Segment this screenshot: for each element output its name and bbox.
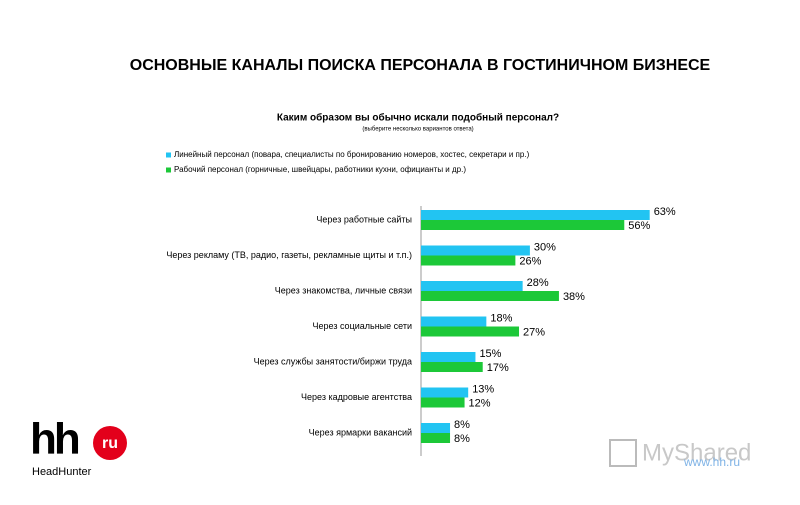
chart-subtitle: (выберите несколько вариантов ответа) [362, 127, 473, 133]
page-title: ОСНОВНЫЕ КАНАЛЫ ПОИСКА ПЕРСОНАЛА В ГОСТИ… [130, 57, 711, 74]
bar [421, 245, 530, 256]
category-label: Через кадровые агентства [301, 392, 412, 402]
value-label: 63% [654, 206, 676, 218]
value-label: 28% [527, 277, 549, 289]
legend-label: Рабочий персонал (горничные, швейцары, р… [174, 165, 466, 174]
value-label: 12% [469, 397, 491, 409]
bar [421, 326, 520, 337]
value-label: 18% [490, 312, 512, 324]
bar [421, 352, 476, 362]
bar [421, 423, 451, 433]
value-label: 8% [454, 433, 470, 445]
logo-ru: ru [102, 435, 118, 452]
category-label: Через работные сайты [316, 214, 412, 224]
category-label: Через знакомства, личные связи [275, 285, 412, 295]
value-label: 15% [479, 348, 501, 360]
value-label: 30% [534, 241, 556, 253]
category-label: Через рекламу (ТВ, радио, газеты, реклам… [166, 250, 412, 260]
logo-name: HeadHunter [32, 466, 92, 478]
logo-hh: hh [30, 415, 79, 464]
value-label: 26% [519, 255, 541, 267]
logo: hh ru HeadHunter [30, 415, 127, 478]
bar [421, 387, 469, 398]
value-label: 8% [454, 419, 470, 431]
bar [421, 210, 650, 220]
value-label: 27% [523, 326, 545, 338]
bar [421, 316, 487, 327]
chart-title: Каким образом вы обычно искали подобный … [277, 112, 559, 124]
bar [421, 433, 451, 443]
bar [421, 362, 483, 372]
bar [421, 255, 516, 266]
watermark: MyShared [642, 439, 751, 466]
value-label: 38% [563, 291, 585, 303]
bar [421, 281, 523, 291]
website: www.hh.ru [683, 455, 740, 469]
bar [421, 397, 465, 408]
bar [421, 220, 625, 230]
legend-label: Линейный персонал (повара, специалисты п… [174, 150, 530, 159]
value-label: 17% [487, 362, 509, 374]
legend-swatch [166, 167, 171, 173]
category-label: Через социальные сети [313, 321, 412, 331]
watermark-icon [609, 439, 637, 467]
value-label: 13% [472, 383, 494, 395]
category-label: Через службы занятости/биржи труда [254, 356, 412, 366]
category-label: Через ярмарки вакансий [309, 427, 412, 437]
value-label: 56% [628, 220, 650, 232]
bar [421, 291, 559, 301]
legend-swatch [166, 152, 171, 158]
logo-circle [93, 426, 127, 460]
